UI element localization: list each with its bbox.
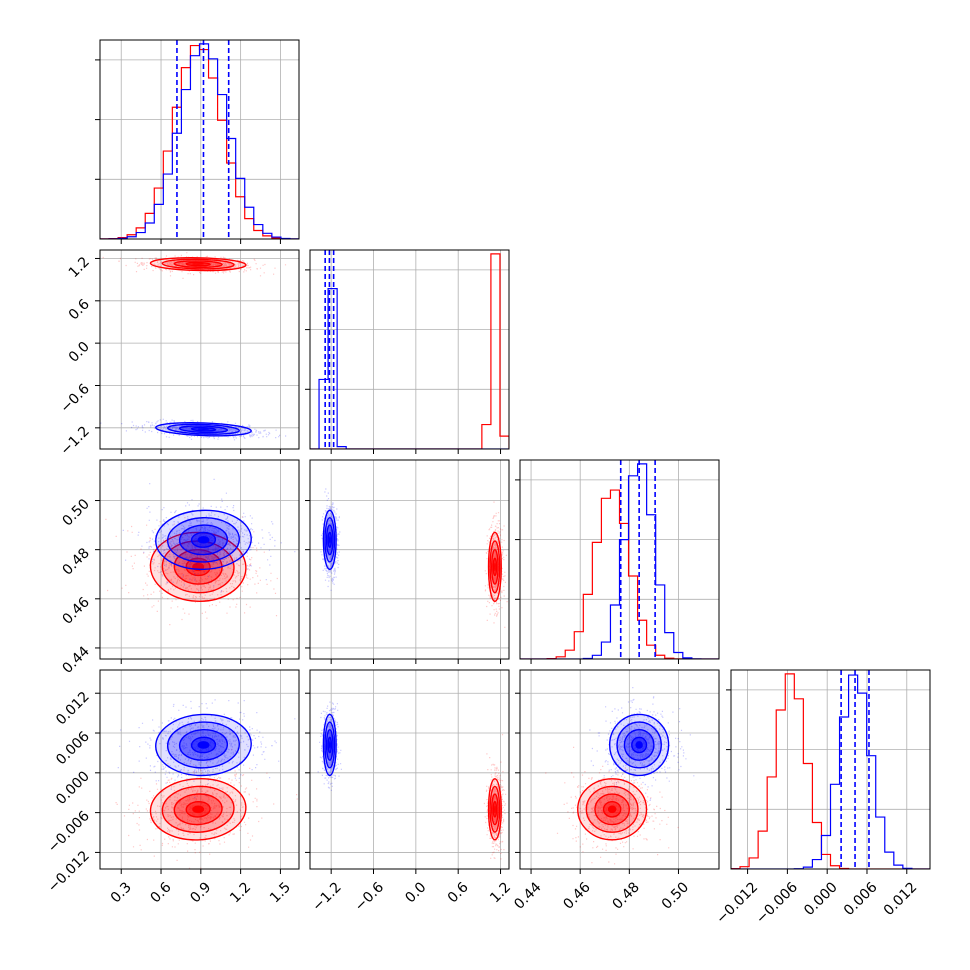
panel-frame <box>309 669 510 870</box>
panel-frame <box>519 459 720 660</box>
y-tick-label: 0.46 <box>59 594 92 627</box>
scatter-points-blue <box>117 699 296 799</box>
x-tick-label: 0.44 <box>511 879 544 912</box>
scatter-cloud <box>589 687 695 801</box>
scatter-points-blue <box>589 687 695 801</box>
y-tick-label: −0.006 <box>45 808 93 856</box>
y-tick-label: 0.6 <box>66 296 93 323</box>
panel-frame <box>99 39 300 240</box>
scatter-points-red <box>115 748 298 869</box>
x-tick-label: 0.006 <box>841 879 881 919</box>
panel-background <box>100 670 299 869</box>
panel-3-3: −0.012−0.006 0.000 0.006 0.012 <box>713 669 931 927</box>
histogram-blue <box>100 43 299 239</box>
scatter-points-red <box>483 734 507 860</box>
x-tick-label: 0.48 <box>610 879 643 912</box>
x-tick-label: −0.6 <box>352 879 387 914</box>
panel-background <box>731 670 930 869</box>
panel-2-0: 0.44 0.46 0.48 0.50 <box>59 459 300 677</box>
panel-1-1 <box>305 249 510 454</box>
panel-1-0: −1.2 −0.6 0.0 0.6 1.2 <box>57 249 300 459</box>
panel-frame <box>99 459 300 660</box>
panel-2-2 <box>515 459 720 664</box>
x-tick-label: 0.012 <box>881 879 921 919</box>
scatter-points-blue <box>122 478 296 593</box>
panel-0-0 <box>95 39 300 244</box>
scatter-cloud <box>117 699 296 799</box>
scatter-cloud <box>483 734 507 860</box>
x-tick-label: −0.012 <box>713 879 761 927</box>
x-tick-label: 1.2 <box>487 879 514 906</box>
panel-content <box>100 460 299 659</box>
panel-3-1: −1.2 −0.6 0.0 0.6 1.2 <box>305 669 514 915</box>
density-peak <box>197 536 210 544</box>
panel-frame <box>730 669 931 870</box>
y-tick-label: 1.2 <box>66 254 93 281</box>
y-tick-label: 0.006 <box>53 728 93 768</box>
panel-frame <box>99 669 300 870</box>
panel-background <box>100 460 299 659</box>
y-tick-label: 0.012 <box>53 689 93 729</box>
panel-content <box>520 670 719 869</box>
y-tick-label: 0.000 <box>53 768 93 808</box>
density-peak <box>197 428 210 431</box>
panel-frame <box>99 249 300 450</box>
x-tick-label: 0.6 <box>445 879 472 906</box>
panel-content <box>731 670 930 869</box>
density-peak <box>192 805 205 814</box>
panel-content <box>100 670 299 869</box>
density-peak <box>607 805 617 814</box>
y-tick-label: −0.012 <box>45 848 93 896</box>
panel-background <box>100 250 299 449</box>
panel-content <box>100 250 299 449</box>
scatter-points-red <box>545 746 679 865</box>
panel-frame <box>309 459 510 660</box>
y-tick-label: 0.0 <box>66 339 93 366</box>
scatter-cloud <box>122 478 296 593</box>
panel-background <box>520 670 719 869</box>
x-tick-label: 0.000 <box>801 879 841 919</box>
y-tick-label: 0.44 <box>59 643 92 676</box>
panel-frame <box>309 249 510 450</box>
panel-background <box>100 40 299 239</box>
x-tick-label: 1.2 <box>227 879 254 906</box>
panel-frame <box>519 669 720 870</box>
y-tick-label: −0.6 <box>57 381 92 416</box>
y-tick-label: 0.48 <box>59 545 92 578</box>
density-peak <box>328 741 331 749</box>
x-tick-label: 0.46 <box>560 879 593 912</box>
histogram-red <box>731 673 930 869</box>
y-tick-label: −1.2 <box>57 423 92 458</box>
panel-content <box>310 250 509 449</box>
x-tick-label: 0.9 <box>187 879 214 906</box>
panel-3-2: 0.44 0.46 0.48 0.50 <box>511 669 720 913</box>
density-peak <box>328 536 331 544</box>
panel-background <box>310 460 509 659</box>
x-tick-label: 1.5 <box>267 879 294 906</box>
x-tick-label: 0.3 <box>108 879 135 906</box>
y-tick-label: 0.50 <box>59 496 92 529</box>
density-peak <box>494 805 496 814</box>
histogram-red <box>310 253 509 449</box>
x-tick-label: 0.50 <box>659 879 692 912</box>
panel-content <box>310 670 509 869</box>
panel-content <box>310 460 509 659</box>
x-tick-label: 0.6 <box>148 879 175 906</box>
density-peak <box>197 741 210 749</box>
density-peak <box>192 263 205 265</box>
scatter-cloud <box>115 748 298 869</box>
x-tick-label: 0.0 <box>402 879 429 906</box>
panel-2-1 <box>305 459 510 664</box>
x-tick-label: −1.2 <box>309 879 344 914</box>
panel-background <box>310 670 509 869</box>
panel-3-0: 0.3 0.6 0.9 1.2 1.5 −0.012−0.0060.0000.0060.0… <box>45 669 300 906</box>
scatter-cloud <box>545 746 679 865</box>
panel-content <box>100 40 299 239</box>
histogram-blue <box>310 288 509 449</box>
density-peak <box>635 741 643 749</box>
density-peak <box>494 562 496 572</box>
x-tick-label: −0.006 <box>753 879 801 927</box>
panel-background <box>310 250 509 449</box>
